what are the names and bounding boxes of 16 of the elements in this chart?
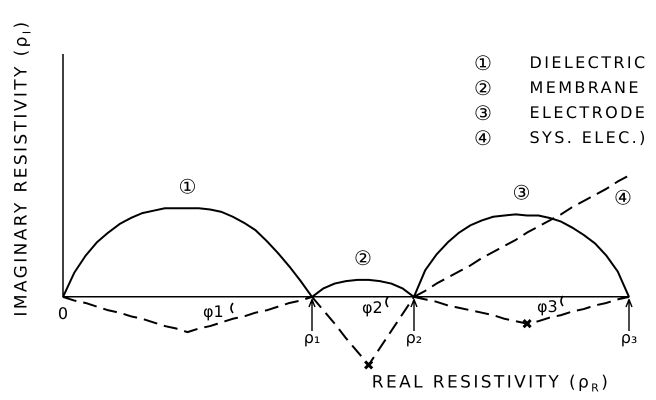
text: ④ SYS. ELEC.) (474, 126, 648, 150)
annotation: φ2 (362, 298, 383, 317)
annotation: φ1 (203, 302, 224, 321)
x-tick-label: ρ₂ (406, 328, 422, 348)
text: ① DIELECTRIC (474, 51, 648, 75)
text: ② MEMBRANE (474, 76, 641, 100)
x-axis-title: REAL RESISTIVITY (ρ$_{R}$) (372, 372, 610, 395)
x-tick-label: ρ₃ (620, 328, 638, 348)
series-label: ④ (614, 186, 632, 210)
series-label: ① (178, 174, 196, 198)
text: ③ ELECTRODE (474, 101, 648, 125)
annotation: φ3 (537, 297, 558, 316)
series-label: ③ (512, 180, 530, 205)
x-tick-label: 0 (58, 304, 68, 324)
x-tick-label: ρ₁ (304, 328, 320, 348)
series-label: ② (354, 246, 372, 270)
